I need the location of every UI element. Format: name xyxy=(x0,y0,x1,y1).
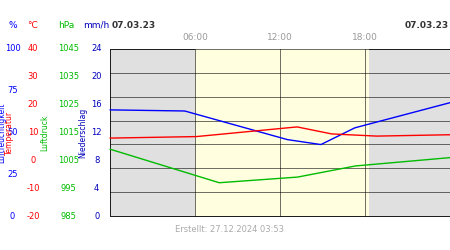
Text: -20: -20 xyxy=(26,212,40,221)
Text: 1025: 1025 xyxy=(58,100,79,109)
Text: hPa: hPa xyxy=(58,21,75,30)
Text: 995: 995 xyxy=(61,184,77,193)
Text: 07.03.23: 07.03.23 xyxy=(405,21,449,30)
Text: 24: 24 xyxy=(91,44,102,53)
Text: 4: 4 xyxy=(94,184,99,193)
Text: 1015: 1015 xyxy=(58,128,79,137)
Text: 100: 100 xyxy=(4,44,21,53)
Text: 20: 20 xyxy=(91,72,102,81)
Text: 0: 0 xyxy=(10,212,15,221)
Text: Erstellt: 27.12.2024 03:53: Erstellt: 27.12.2024 03:53 xyxy=(175,225,284,234)
Text: Luftfeuchtigkeit: Luftfeuchtigkeit xyxy=(0,102,6,163)
Text: 30: 30 xyxy=(27,72,38,81)
Text: 8: 8 xyxy=(94,156,99,165)
Text: 10: 10 xyxy=(27,128,38,137)
Text: 07.03.23: 07.03.23 xyxy=(111,21,155,30)
Text: 06:00: 06:00 xyxy=(182,34,208,42)
Text: 1035: 1035 xyxy=(58,72,79,81)
Text: °C: °C xyxy=(27,21,38,30)
Text: Luftdruck: Luftdruck xyxy=(40,114,50,151)
Text: 16: 16 xyxy=(91,100,102,109)
Text: 12:00: 12:00 xyxy=(267,34,293,42)
Text: 20: 20 xyxy=(27,100,38,109)
Text: 50: 50 xyxy=(7,128,18,137)
Text: mm/h: mm/h xyxy=(84,21,110,30)
Text: Temperatur: Temperatur xyxy=(5,110,14,154)
Bar xyxy=(110,49,450,216)
Text: 0: 0 xyxy=(30,156,36,165)
Text: -10: -10 xyxy=(26,184,40,193)
Text: 1045: 1045 xyxy=(58,44,79,53)
Text: 985: 985 xyxy=(61,212,77,221)
Text: 40: 40 xyxy=(27,44,38,53)
Text: 12: 12 xyxy=(91,128,102,137)
Text: 25: 25 xyxy=(7,170,18,179)
Text: Niederschlag: Niederschlag xyxy=(79,108,88,158)
Text: 75: 75 xyxy=(7,86,18,95)
Bar xyxy=(195,49,369,216)
Text: 1005: 1005 xyxy=(58,156,79,165)
Text: %: % xyxy=(8,21,17,30)
Text: 0: 0 xyxy=(94,212,99,221)
Text: 18:00: 18:00 xyxy=(352,34,378,42)
